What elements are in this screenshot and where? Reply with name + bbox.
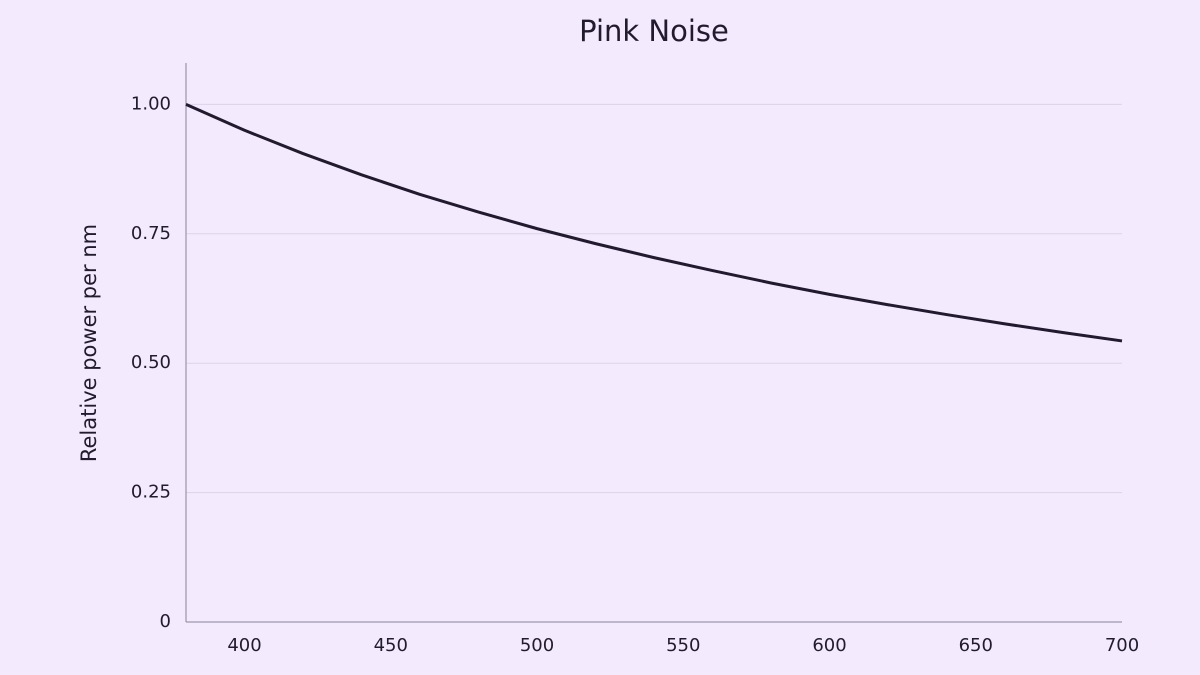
y-tick-label: 0.25 <box>131 482 171 503</box>
y-tick-label: 0.50 <box>131 352 171 373</box>
x-tick-label: 650 <box>959 635 993 656</box>
y-tick-label: 0.75 <box>131 223 171 244</box>
y-tick-label: 1.00 <box>131 93 171 114</box>
chart-title: Pink Noise <box>579 14 729 48</box>
x-tick-label: 450 <box>374 635 408 656</box>
x-tick-label: 400 <box>227 635 261 656</box>
y-axis-label: Relative power per nm <box>77 224 101 462</box>
x-tick-label: 600 <box>812 635 846 656</box>
x-tick-label: 700 <box>1105 635 1139 656</box>
line <box>185 103 1123 343</box>
x-tick-label: 550 <box>666 635 700 656</box>
x-tick-label: 500 <box>520 635 554 656</box>
y-tick-label: 0 <box>160 611 171 632</box>
